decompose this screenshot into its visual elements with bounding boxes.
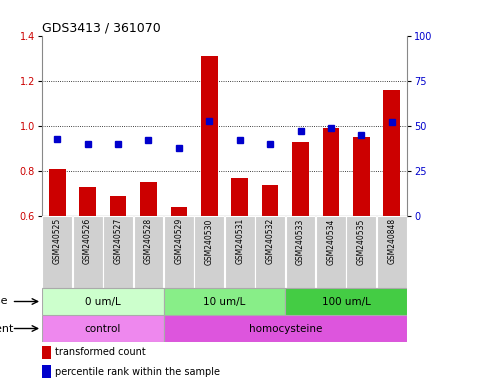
Bar [73,216,102,288]
Bar [262,184,279,351]
Text: GSM240528: GSM240528 [144,218,153,264]
Text: GSM240534: GSM240534 [327,218,336,265]
Bar [377,216,407,288]
Text: GSM240526: GSM240526 [83,218,92,265]
Bar [140,182,157,351]
Bar [323,128,340,351]
Bar [42,346,51,359]
Bar [285,288,407,315]
Bar [164,315,407,342]
Bar [42,365,51,378]
Bar [231,178,248,351]
Bar [164,288,285,315]
Text: homocysteine: homocysteine [249,323,322,333]
Text: GDS3413 / 361070: GDS3413 / 361070 [42,22,161,35]
Bar [43,216,72,288]
Text: GSM240531: GSM240531 [235,218,244,265]
Text: 0 um/L: 0 um/L [85,296,121,306]
Text: 100 um/L: 100 um/L [322,296,370,306]
Bar [316,216,346,288]
Text: GSM240533: GSM240533 [296,218,305,265]
Bar [110,196,127,351]
Text: GSM240527: GSM240527 [114,218,123,265]
Bar [346,216,376,288]
Bar [49,169,66,351]
Bar [194,216,224,288]
Text: percentile rank within the sample: percentile rank within the sample [55,367,220,377]
Bar [42,315,164,342]
Text: dose: dose [0,296,8,306]
Text: 10 um/L: 10 um/L [203,296,246,306]
Bar [79,187,96,351]
Bar [134,216,163,288]
Text: agent: agent [0,323,14,333]
Bar [384,90,400,351]
Bar [103,216,133,288]
Text: GSM240525: GSM240525 [53,218,62,265]
Text: GSM240848: GSM240848 [387,218,396,264]
Bar [292,142,309,351]
Text: GSM240535: GSM240535 [357,218,366,265]
Bar [164,216,194,288]
Text: transformed count: transformed count [55,348,145,358]
Bar [170,207,187,351]
Bar [353,137,370,351]
Bar [225,216,255,288]
Bar [201,56,218,351]
Bar [285,216,315,288]
Bar [42,288,164,315]
Text: GSM240532: GSM240532 [266,218,275,265]
Text: GSM240529: GSM240529 [174,218,184,265]
Text: GSM240530: GSM240530 [205,218,214,265]
Text: control: control [85,323,121,333]
Bar [255,216,285,288]
